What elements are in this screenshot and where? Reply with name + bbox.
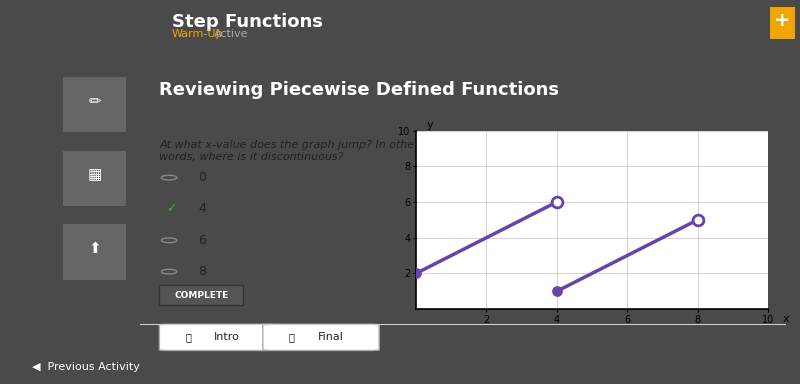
Text: Final: Final — [318, 333, 344, 343]
Text: Active: Active — [214, 29, 249, 39]
FancyBboxPatch shape — [159, 285, 243, 305]
Text: 6: 6 — [198, 234, 206, 247]
FancyBboxPatch shape — [63, 151, 126, 206]
Text: Intro: Intro — [214, 333, 240, 343]
Text: 🔊: 🔊 — [289, 333, 294, 343]
Text: +: + — [774, 11, 790, 30]
Text: ◀  Previous Activity: ◀ Previous Activity — [32, 362, 140, 372]
Text: x: x — [782, 314, 789, 324]
FancyBboxPatch shape — [63, 224, 126, 280]
Text: Step Functions: Step Functions — [172, 13, 323, 31]
Text: Reviewing Piecewise Defined Functions: Reviewing Piecewise Defined Functions — [159, 81, 559, 99]
Text: ✓: ✓ — [166, 202, 176, 215]
Text: 4: 4 — [198, 202, 206, 215]
Text: Warm-Up: Warm-Up — [172, 29, 223, 39]
Text: ⬆: ⬆ — [88, 241, 101, 257]
FancyBboxPatch shape — [770, 7, 795, 39]
Point — [691, 217, 704, 223]
Text: 8: 8 — [198, 265, 206, 278]
Text: At what x-value does the graph jump? In other
words, where is it discontinuous?: At what x-value does the graph jump? In … — [159, 141, 419, 162]
Point — [550, 288, 563, 295]
Text: 🔊: 🔊 — [186, 333, 191, 343]
Text: 0: 0 — [198, 171, 206, 184]
FancyBboxPatch shape — [263, 324, 379, 351]
FancyBboxPatch shape — [63, 77, 126, 132]
Text: ▦: ▦ — [87, 167, 102, 183]
Text: y: y — [426, 120, 433, 130]
Text: COMPLETE: COMPLETE — [174, 291, 229, 300]
Point — [410, 270, 422, 276]
FancyBboxPatch shape — [159, 324, 276, 351]
Text: ✏: ✏ — [88, 94, 101, 109]
Point — [550, 199, 563, 205]
